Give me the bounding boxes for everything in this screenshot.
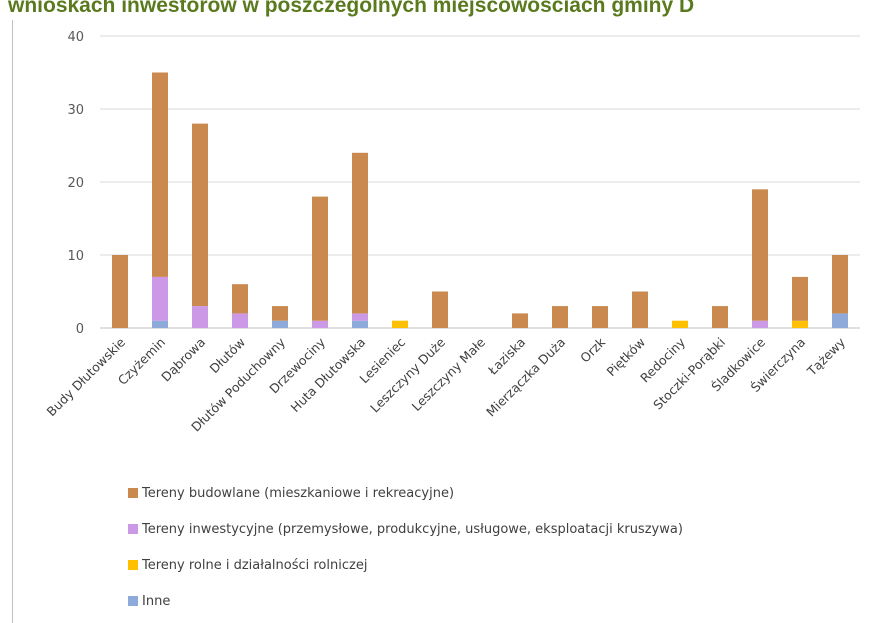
legend-label: Tereny rolne i działalności rolniczej bbox=[142, 558, 368, 573]
y-tick-label: 10 bbox=[67, 249, 84, 264]
bar-segment bbox=[352, 320, 368, 328]
bar-segment bbox=[752, 189, 768, 321]
bar-segment bbox=[752, 320, 768, 328]
bar-segment bbox=[392, 320, 408, 328]
x-tick-label: Dąbrowa bbox=[158, 335, 208, 385]
bar-segment bbox=[272, 306, 288, 321]
bar-segment bbox=[512, 313, 528, 328]
bar-segment bbox=[112, 255, 128, 328]
bar-segment bbox=[352, 152, 368, 314]
legend-swatch bbox=[128, 524, 138, 534]
legend-item: Tereny budowlane (mieszkaniowe i rekreac… bbox=[128, 486, 454, 501]
y-tick-label: 30 bbox=[67, 103, 84, 118]
legend-label: Inne bbox=[142, 594, 171, 609]
bar-segment bbox=[232, 313, 248, 328]
chart-frame-edge bbox=[12, 20, 13, 623]
bar-segment bbox=[352, 313, 368, 321]
legend-item: Inne bbox=[128, 594, 170, 609]
legend-swatch bbox=[128, 596, 138, 606]
legend-item: Tereny rolne i działalności rolniczej bbox=[128, 558, 367, 573]
bar-segment bbox=[832, 313, 848, 328]
bar-segment bbox=[632, 291, 648, 328]
bar-segment bbox=[192, 306, 208, 328]
legend-label: Tereny inwestycyjne (przemysłowe, produk… bbox=[142, 522, 683, 537]
bar-segment bbox=[312, 320, 328, 328]
bar-segment bbox=[592, 306, 608, 328]
bar-segment bbox=[832, 255, 848, 314]
y-tick-label: 40 bbox=[67, 30, 84, 45]
legend-swatch bbox=[128, 560, 138, 570]
y-axis-tick-labels: 0 10 20 30 40 bbox=[67, 30, 84, 337]
x-axis-tick-labels: Budy DłutowskieCzyżeminDąbrowaDłutówDłut… bbox=[44, 334, 849, 435]
x-tick-label: Orzk bbox=[577, 334, 608, 365]
x-tick-label: Stoczki-Porąbki bbox=[650, 335, 728, 413]
bar-series bbox=[112, 72, 848, 328]
bar-segment bbox=[792, 320, 808, 328]
bar-segment bbox=[552, 306, 568, 328]
bar-segment bbox=[792, 276, 808, 321]
bar-segment bbox=[152, 72, 168, 277]
bar-segment bbox=[432, 291, 448, 328]
x-tick-label: Tążewy bbox=[803, 334, 848, 379]
bar-segment bbox=[232, 284, 248, 314]
chart-title: wnioskach inwestorów w poszczególnych mi… bbox=[8, 0, 695, 17]
legend-item: Tereny inwestycyjne (przemysłowe, produk… bbox=[128, 522, 683, 537]
grid-lines bbox=[100, 35, 860, 329]
bar-segment bbox=[272, 320, 288, 328]
bar-segment bbox=[672, 320, 688, 328]
bar-segment bbox=[312, 196, 328, 321]
bar-segment bbox=[192, 123, 208, 307]
y-tick-label: 20 bbox=[67, 176, 84, 191]
bar-segment bbox=[152, 276, 168, 321]
bar-segment bbox=[152, 320, 168, 328]
bar-segment bbox=[712, 306, 728, 328]
y-tick-label: 0 bbox=[76, 322, 84, 337]
legend-swatch bbox=[128, 488, 138, 498]
x-tick-label: Leszczyny Małe bbox=[409, 334, 489, 414]
legend-label: Tereny budowlane (mieszkaniowe i rekreac… bbox=[142, 486, 455, 501]
